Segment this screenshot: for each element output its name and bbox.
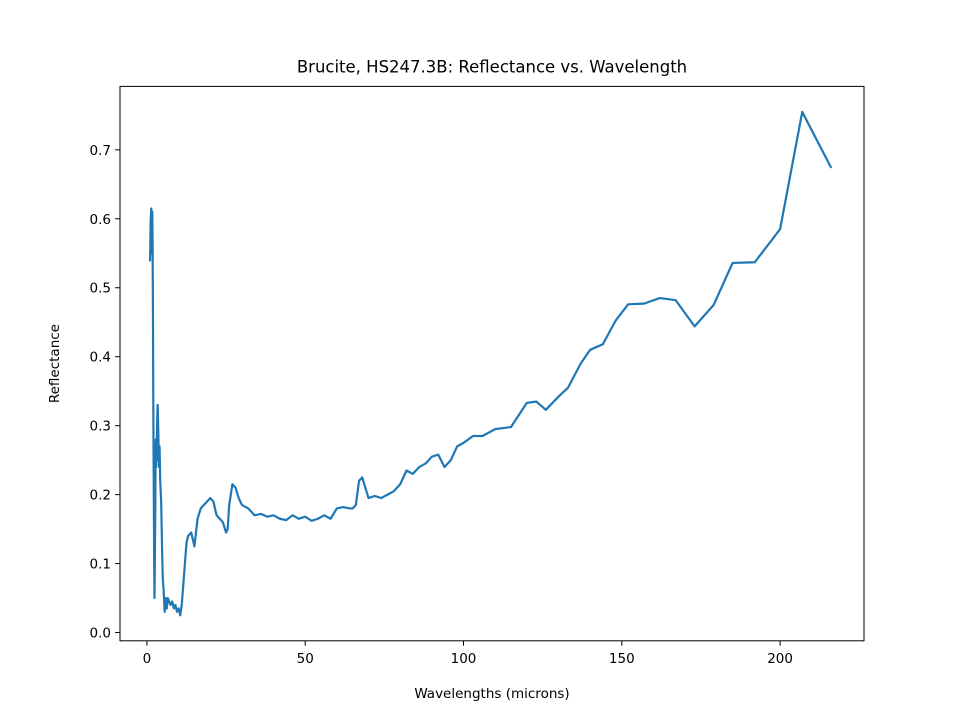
x-axis-ticks: 0 50 100 150 200 [143,640,793,667]
x-tick-label: 100 [451,651,477,667]
series-layer [148,110,833,617]
y-tick-label: 0.4 [90,350,111,366]
y-tick-label: 0.7 [90,143,111,159]
plot-area [120,86,864,641]
y-tick-label: 0.3 [90,419,111,435]
chart-title: Brucite, HS247.3B: Reflectance vs. Wavel… [297,58,687,77]
x-tick-label: 50 [297,651,314,667]
y-tick-label: 0.2 [90,488,111,504]
y-tick-label: 0.0 [90,626,111,642]
y-tick-label: 0.5 [90,281,111,297]
axes-frame [119,85,865,642]
x-tick-label: 0 [143,651,152,667]
x-axis-label: Wavelengths (microns) [414,686,569,702]
y-tick-label: 0.1 [90,557,111,573]
y-axis-label: Reflectance [47,324,63,403]
x-tick-label: 150 [609,651,635,667]
x-tick-label: 200 [767,651,793,667]
y-tick-label: 0.6 [90,212,111,228]
series-line-0 [148,110,833,617]
y-axis-ticks: 0.0 0.1 0.2 0.3 0.4 0.5 0.6 0.7 [90,143,120,642]
